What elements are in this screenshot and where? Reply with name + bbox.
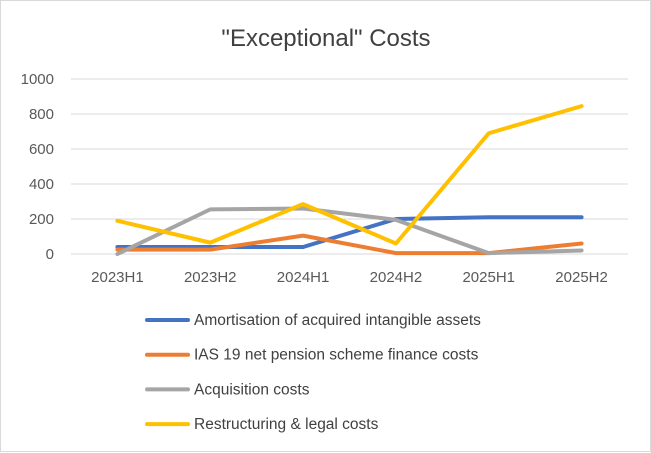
x-tick-label: 2025H2	[555, 269, 608, 286]
x-tick-label: 2024H2	[370, 269, 423, 286]
legend-label: Acquisition costs	[194, 381, 310, 398]
legend: Amortisation of acquired intangible asse…	[145, 312, 481, 433]
y-axis-tick-labels: 0 200 400 600 800 1000	[21, 71, 54, 263]
x-tick-label: 2024H1	[277, 269, 330, 286]
gridlines	[71, 78, 628, 255]
y-tick-label: 400	[29, 176, 54, 193]
series-lines	[115, 104, 584, 256]
x-tick-label: 2025H1	[462, 269, 515, 286]
y-tick-label: 200	[29, 211, 54, 228]
legend-label: Amortisation of acquired intangible asse…	[194, 312, 481, 329]
legend-label: Restructuring & legal costs	[194, 416, 379, 433]
legend-label: IAS 19 net pension scheme finance costs	[194, 347, 479, 364]
series-line-4	[115, 104, 584, 246]
x-tick-label: 2023H1	[91, 269, 144, 286]
y-tick-label: 1000	[21, 71, 54, 88]
chart-title: "Exceptional" Costs	[221, 25, 430, 52]
series-line-3	[115, 206, 584, 256]
x-tick-label: 2023H2	[184, 269, 237, 286]
y-tick-label: 600	[29, 141, 54, 158]
y-tick-label: 800	[29, 106, 54, 123]
series-line-1	[115, 215, 584, 249]
x-axis-tick-labels: 2023H1 2023H2 2024H1 2024H2 2025H1 2025H2	[91, 269, 608, 286]
y-tick-label: 0	[46, 246, 54, 263]
